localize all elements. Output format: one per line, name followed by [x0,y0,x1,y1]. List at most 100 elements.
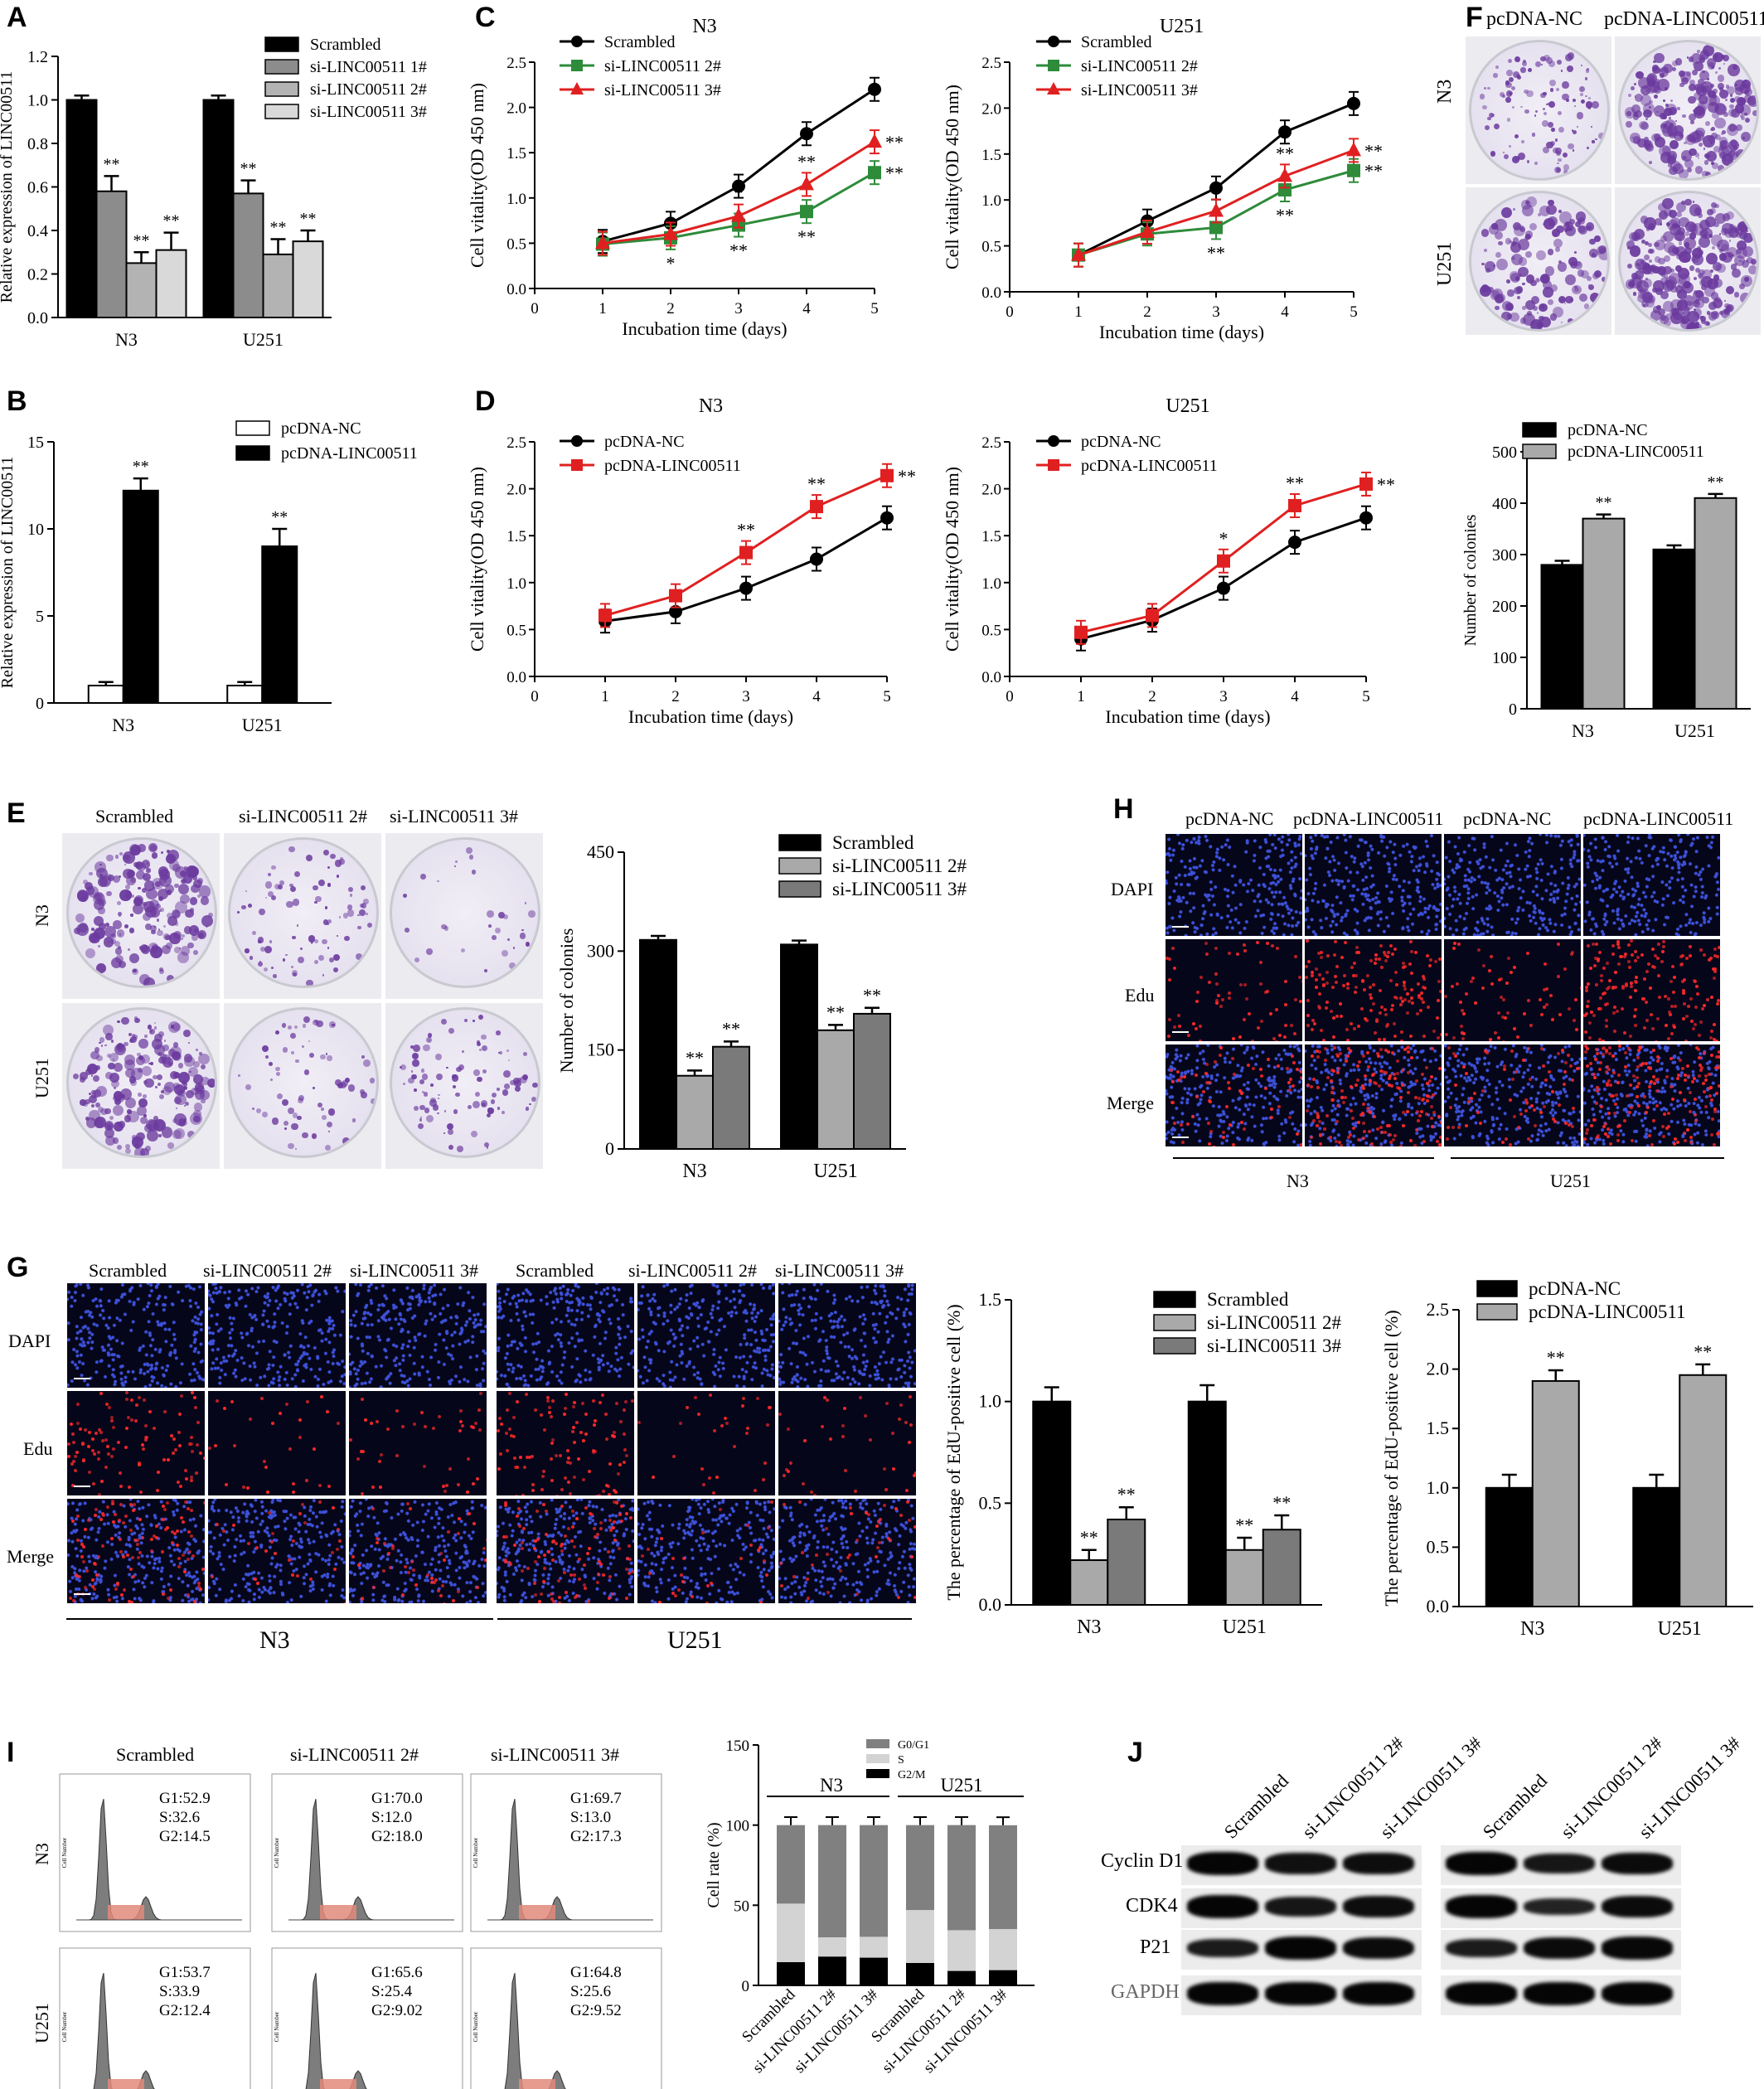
protein-band [1602,1982,1673,2005]
colony [1684,159,1694,169]
significance-mark: ** [737,520,755,540]
colony [1480,229,1489,237]
colony [1648,224,1655,230]
colony [1640,122,1650,131]
colony [1687,311,1699,323]
data-point [739,545,753,560]
colony [1679,216,1689,227]
colony [1731,268,1742,279]
colony [1635,270,1644,279]
colony [1517,266,1529,278]
colony [1746,256,1753,264]
colony [1660,314,1667,321]
legend-label: G2/M [898,1769,926,1781]
colony [1686,56,1689,59]
colony [1585,69,1590,73]
colony [1494,230,1503,240]
colony [1739,284,1745,289]
y-tick-label: 200 [1492,598,1517,616]
colony [1568,143,1575,150]
data-point [1217,554,1230,568]
protein-band [1524,1854,1595,1873]
y-axis-label: Cell vitality(OD 450 nm) [942,467,962,652]
data-point [1278,125,1292,139]
colony [1651,80,1660,89]
x-tick-label: 5 [1362,688,1370,705]
protein-band [1265,1982,1336,2005]
legend-label: si-LINC00511 2# [604,57,721,75]
colony [1739,82,1751,95]
colony [1690,227,1699,235]
colony [1572,129,1577,135]
y-tick-label: 15 [27,434,44,452]
colony [1481,262,1485,266]
x-tick-label: U251 [242,715,283,735]
y-axis-label: Cell vitality(OD 450 nm) [942,85,962,269]
colony [1631,104,1641,114]
colony [1563,164,1569,171]
colony [1526,196,1537,207]
colony [1526,160,1530,164]
legend-swatch [235,445,270,461]
colony [1697,49,1701,53]
colony [1549,284,1558,293]
stacked-segment [860,1957,888,1985]
x-tick-label: N3 [1572,720,1594,741]
colony [1518,257,1527,266]
colony [1626,245,1631,250]
colony [1670,285,1678,293]
colony [1733,292,1740,298]
chart-title: N3 [692,16,716,37]
colony [1649,106,1651,109]
colony [1739,259,1742,263]
data-point [739,581,753,595]
colony [1518,238,1530,250]
colony [1655,79,1660,84]
colony [1663,265,1672,274]
colony [1547,249,1553,255]
colony [1684,242,1690,248]
colony [1692,201,1695,203]
colony [1698,101,1708,111]
y-tick-label: 2.0 [506,482,526,499]
stacked-segment [777,1903,805,1962]
colony [1670,99,1674,102]
colony [1709,269,1713,274]
bar [155,249,187,318]
y-tick-label: 0 [742,1978,750,1995]
y-axis-label: Cell vitality(OD 450 nm) [467,467,487,652]
colony [1479,284,1491,297]
protein-band [1187,1938,1258,1958]
significance-mark: ** [797,226,816,247]
colony [1540,56,1546,62]
colony [1714,103,1726,114]
colony [1563,169,1568,174]
colony [1689,265,1694,271]
colony [1717,75,1725,82]
colony [1730,264,1737,270]
colony [1553,148,1558,153]
x-tick-label: 1 [598,300,607,317]
significance-mark: ** [807,473,826,494]
colony [1664,86,1668,90]
colony [1679,169,1689,178]
colony [1631,279,1635,283]
colony [1723,158,1727,162]
colony [1731,108,1741,118]
colony [1688,95,1696,104]
colony [107,874,115,882]
y-tick-label: 1.2 [27,48,48,66]
colony [1594,235,1602,242]
data-point [810,500,823,514]
colony [1693,289,1705,302]
colony [1543,112,1547,116]
colony [1510,271,1519,281]
colony [1663,274,1669,279]
colony [1683,256,1689,262]
x-tick-label: 0 [531,300,539,317]
stacked-segment [989,1970,1017,1985]
stacked-segment [989,1825,1017,1930]
colony [1679,134,1684,138]
group-label: U251 [940,1775,982,1796]
